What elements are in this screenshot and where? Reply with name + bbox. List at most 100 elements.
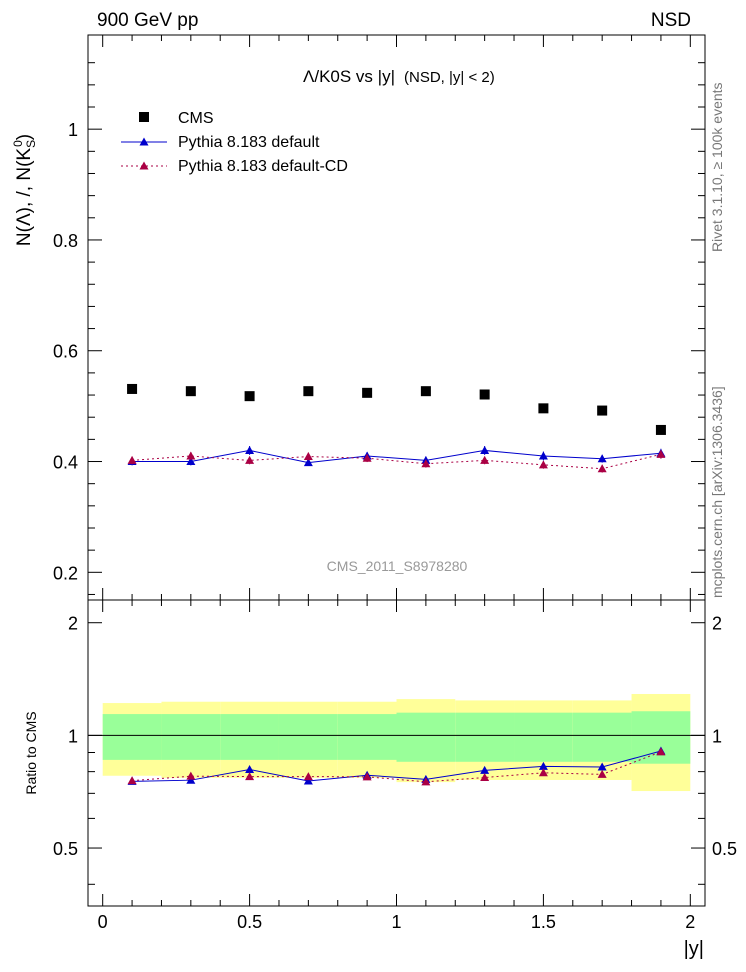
pythia-default-cd-ratio-point bbox=[303, 772, 313, 781]
pythia-default-main-point bbox=[186, 457, 196, 466]
pythia-default-ratio-line bbox=[132, 750, 662, 782]
chart-title: Λ/K0S vs |y| bbox=[303, 67, 395, 86]
pythia-default-ratio-point bbox=[480, 765, 490, 774]
pythia-default-cd-main-line bbox=[132, 453, 662, 470]
x-tick-label: 0.5 bbox=[237, 912, 262, 932]
main-y-tick-label: 0.8 bbox=[53, 231, 78, 251]
cms-data-point bbox=[479, 389, 490, 400]
x-tick-label: 0 bbox=[98, 912, 108, 932]
legend: CMS Pythia 8.183 default Pythia 8.183 de… bbox=[121, 110, 348, 175]
pythia-default-cd-ratio-point bbox=[538, 768, 548, 777]
ratio-band-inner bbox=[161, 714, 221, 760]
ratio-band-inner bbox=[514, 712, 573, 762]
pythia-default-main-point bbox=[245, 445, 255, 454]
x-tick-label: 1 bbox=[391, 912, 401, 932]
pythia-default-cd-ratio-point bbox=[597, 769, 607, 778]
pythia-default-cd-ratio-point bbox=[186, 771, 196, 780]
analysis-label: CMS_2011_S8978280 bbox=[327, 558, 468, 574]
ratio-band-inner bbox=[631, 711, 691, 764]
ratio-series-layer bbox=[127, 746, 666, 786]
pythia-default-ratio-point bbox=[245, 764, 255, 773]
ratio-band-inner bbox=[396, 712, 456, 762]
ratio-y-tick-label-right: 1 bbox=[712, 726, 722, 746]
chart-subtitle: (NSD, |y| < 2) bbox=[404, 69, 495, 86]
pythia-default-cd-ratio-point bbox=[480, 773, 490, 782]
x-tick-label: 2 bbox=[685, 912, 695, 932]
ratio-band-inner bbox=[278, 714, 338, 760]
ratio-band-inner bbox=[337, 714, 397, 760]
pythia-default-cd-main-point bbox=[245, 455, 255, 464]
x-tick-label: 1.5 bbox=[531, 912, 556, 932]
pythia-default-cd-ratio-point bbox=[362, 772, 372, 781]
pythia-default-cd-ratio-line bbox=[132, 751, 662, 783]
x-axis-label: |y| bbox=[684, 938, 704, 960]
legend-pythia-cd-label: Pythia 8.183 default-CD bbox=[178, 158, 348, 175]
header-right: NSD bbox=[651, 10, 691, 31]
pythia-default-cd-main-point bbox=[186, 451, 196, 460]
legend-pythia-default-label: Pythia 8.183 default bbox=[178, 134, 320, 151]
ratio-y-tick-label-right: 2 bbox=[712, 614, 722, 634]
cms-data-point bbox=[597, 405, 608, 416]
legend-cms-marker bbox=[139, 112, 149, 122]
pythia-default-cd-main-point bbox=[127, 455, 137, 464]
cms-data-point bbox=[185, 386, 196, 397]
ratio-band-inner bbox=[102, 714, 162, 760]
legend-pythia-cd-marker bbox=[139, 161, 149, 170]
ratio-y-tick-label-left: 1 bbox=[68, 726, 78, 746]
side-label-mcplots: mcplots.cern.ch [arXiv:1306.3436] bbox=[709, 386, 725, 598]
ratio-plot-frame bbox=[87, 599, 706, 907]
pythia-default-ratio-point bbox=[597, 762, 607, 771]
ratio-axis-ticks bbox=[88, 600, 705, 906]
pythia-default-main-line bbox=[132, 449, 661, 464]
pythia-default-ratio-point bbox=[186, 775, 196, 784]
main-y-axis-label: N(Λ), /, N(KS0) bbox=[11, 134, 38, 246]
main-y-tick-label: 0.6 bbox=[53, 342, 78, 362]
pythia-default-cd-main-point bbox=[303, 452, 313, 461]
pythia-default-cd-ratio-point bbox=[421, 777, 431, 786]
ratio-y-tick-labels: 0.5 0.5 1 1 2 2 bbox=[53, 614, 737, 859]
ratio-y-tick-label-left: 2 bbox=[68, 614, 78, 634]
ratio-y-tick-label-right: 0.5 bbox=[712, 839, 737, 859]
ratio-band-inner bbox=[455, 712, 515, 762]
legend-cms-label: CMS bbox=[178, 110, 214, 127]
pythia-default-main-point bbox=[597, 454, 607, 463]
cms-data-point bbox=[538, 403, 549, 414]
cms-data-point bbox=[244, 391, 255, 402]
ratio-uncertainty-bands bbox=[102, 693, 691, 792]
pythia-default-cd-main-point bbox=[480, 455, 490, 464]
pythia-default-cd-main-point bbox=[362, 453, 372, 462]
pythia-default-cd-main-point bbox=[538, 460, 548, 469]
ratio-panel: 0.5 0.5 1 1 2 2 0 0.5 1 1.5 2 Ratio to CMS |y| bbox=[23, 599, 737, 960]
main-series-layer bbox=[127, 445, 666, 473]
main-y-tick-labels: 0.2 0.4 0.6 0.8 1 bbox=[53, 120, 78, 583]
cms-data-point bbox=[303, 386, 314, 397]
pythia-default-ratio-point bbox=[303, 776, 313, 785]
main-panel: 0.2 0.4 0.6 0.8 1 Λ/K0S vs |y| (NSD, |y| < 2… bbox=[11, 34, 706, 601]
main-y-tick-label: 1 bbox=[68, 120, 78, 140]
pythia-default-main-point bbox=[303, 458, 313, 467]
pythia-default-cd-main-point bbox=[656, 449, 666, 458]
cms-data-point bbox=[362, 387, 373, 398]
pythia-default-cd-main-point bbox=[421, 459, 431, 468]
pythia-default-cd-ratio-point bbox=[245, 772, 255, 781]
pythia-default-cd-ratio-point bbox=[656, 747, 666, 756]
main-y-tick-label: 0.2 bbox=[53, 563, 78, 583]
ratio-y-axis-label: Ratio to CMS bbox=[23, 711, 39, 794]
pythia-default-cd-main-point bbox=[597, 464, 607, 473]
cms-data-point bbox=[420, 386, 431, 397]
cms-data-point bbox=[127, 383, 138, 394]
pythia-default-main-point bbox=[480, 445, 490, 454]
ratio-band-inner bbox=[220, 714, 279, 760]
cms-markers-layer bbox=[127, 383, 666, 435]
pythia-default-main-point bbox=[538, 451, 548, 460]
pythia-default-ratio-point bbox=[538, 761, 548, 770]
main-axis-ticks bbox=[88, 35, 705, 600]
header-left: 900 GeV pp bbox=[97, 10, 198, 31]
legend-pythia-default-marker bbox=[139, 137, 149, 146]
cms-data-point bbox=[655, 424, 666, 435]
side-label-rivet: Rivet 3.1.10, ≥ 100k events bbox=[709, 82, 725, 252]
ratio-band-inner bbox=[572, 712, 632, 762]
pythia-default-cd-ratio-point bbox=[127, 776, 137, 785]
main-y-tick-label: 0.4 bbox=[53, 453, 78, 473]
